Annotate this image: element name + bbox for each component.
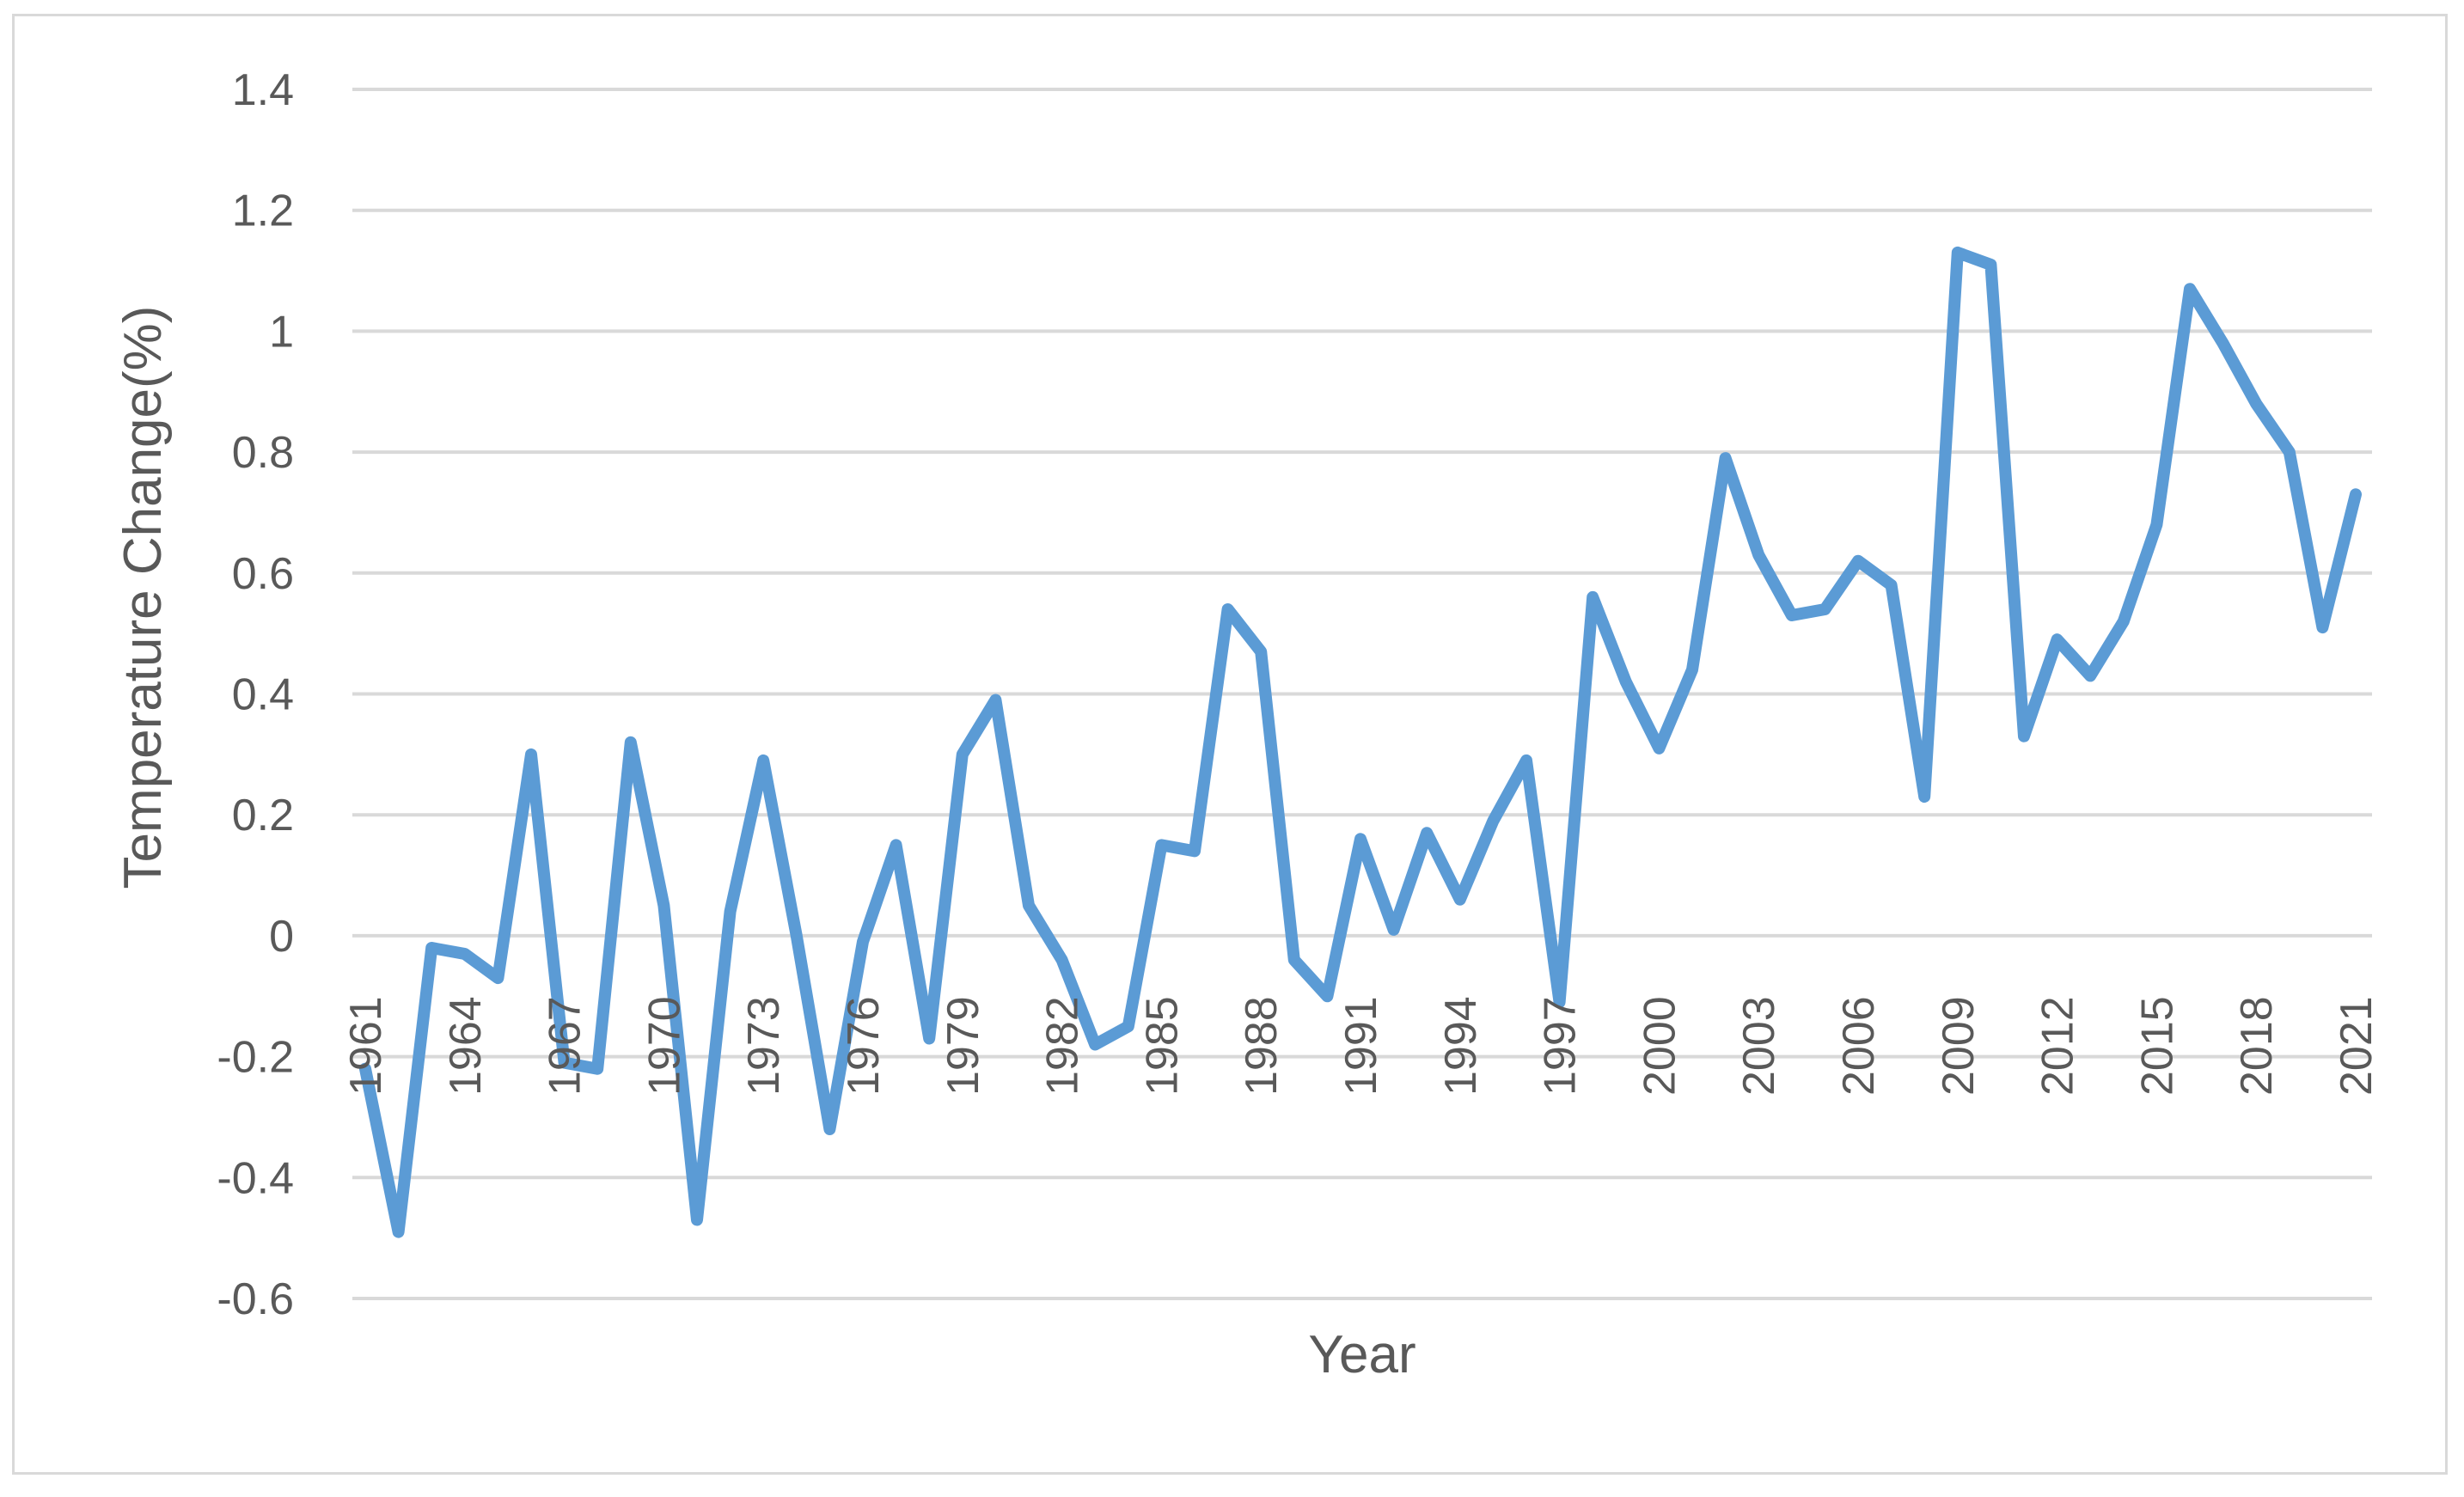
x-axis-ticks: 1961 1964 1967 1970 1973 1976 1979 1982 1985 1988…	[341, 996, 2381, 1096]
x-tick-label: 1985	[1137, 996, 1187, 1096]
x-tick-label: 2018	[2232, 996, 2282, 1096]
y-axis-title: Temperature Change(%)	[113, 306, 173, 889]
y-tick-label: -0.4	[217, 1153, 294, 1203]
series-layer	[359, 246, 2362, 1238]
x-tick-label: 1979	[939, 996, 988, 1096]
y-tick-label: 0.8	[232, 428, 294, 478]
y-tick-label: -0.6	[217, 1274, 294, 1324]
x-tick-label: 2009	[1934, 996, 1984, 1096]
y-tick-label: 1.4	[232, 65, 294, 115]
x-tick-label: 2000	[1635, 996, 1684, 1096]
x-tick-label: 1976	[839, 996, 889, 1096]
x-tick-label: 1973	[739, 996, 789, 1096]
x-tick-label: 1997	[1536, 996, 1586, 1096]
x-tick-label: 1991	[1336, 996, 1386, 1096]
series-line	[359, 246, 2362, 1238]
x-axis-title: Year	[1308, 1325, 1415, 1384]
x-tick-label: 1982	[1038, 996, 1088, 1096]
y-tick-label: 0.4	[232, 670, 294, 720]
y-tick-label: 1	[269, 307, 294, 357]
x-tick-label: 1988	[1237, 996, 1287, 1096]
y-tick-label: 1.2	[232, 186, 294, 236]
x-tick-label: 2021	[2332, 996, 2381, 1096]
gridlines	[352, 88, 2372, 1300]
chart-frame	[12, 14, 2448, 1475]
x-tick-label: 1961	[341, 996, 391, 1096]
y-axis-ticks: -0.6 -0.4 -0.2 0 0.2 0.4 0.6 0.8 1 1.2 1.4	[217, 65, 294, 1324]
x-tick-label: 2015	[2132, 996, 2182, 1096]
x-tick-label: 2006	[1834, 996, 1884, 1096]
y-tick-label: 0.2	[232, 791, 294, 840]
x-tick-label: 2003	[1734, 996, 1784, 1096]
x-tick-label: 1967	[541, 996, 590, 1096]
y-tick-label: 0	[269, 912, 294, 962]
x-tick-label: 1964	[441, 996, 491, 1096]
x-tick-label: 2012	[2033, 996, 2083, 1096]
x-tick-label: 1994	[1436, 996, 1486, 1096]
y-tick-label: 0.6	[232, 549, 294, 599]
y-tick-label: -0.2	[217, 1033, 294, 1083]
x-tick-label: 1970	[639, 996, 689, 1096]
